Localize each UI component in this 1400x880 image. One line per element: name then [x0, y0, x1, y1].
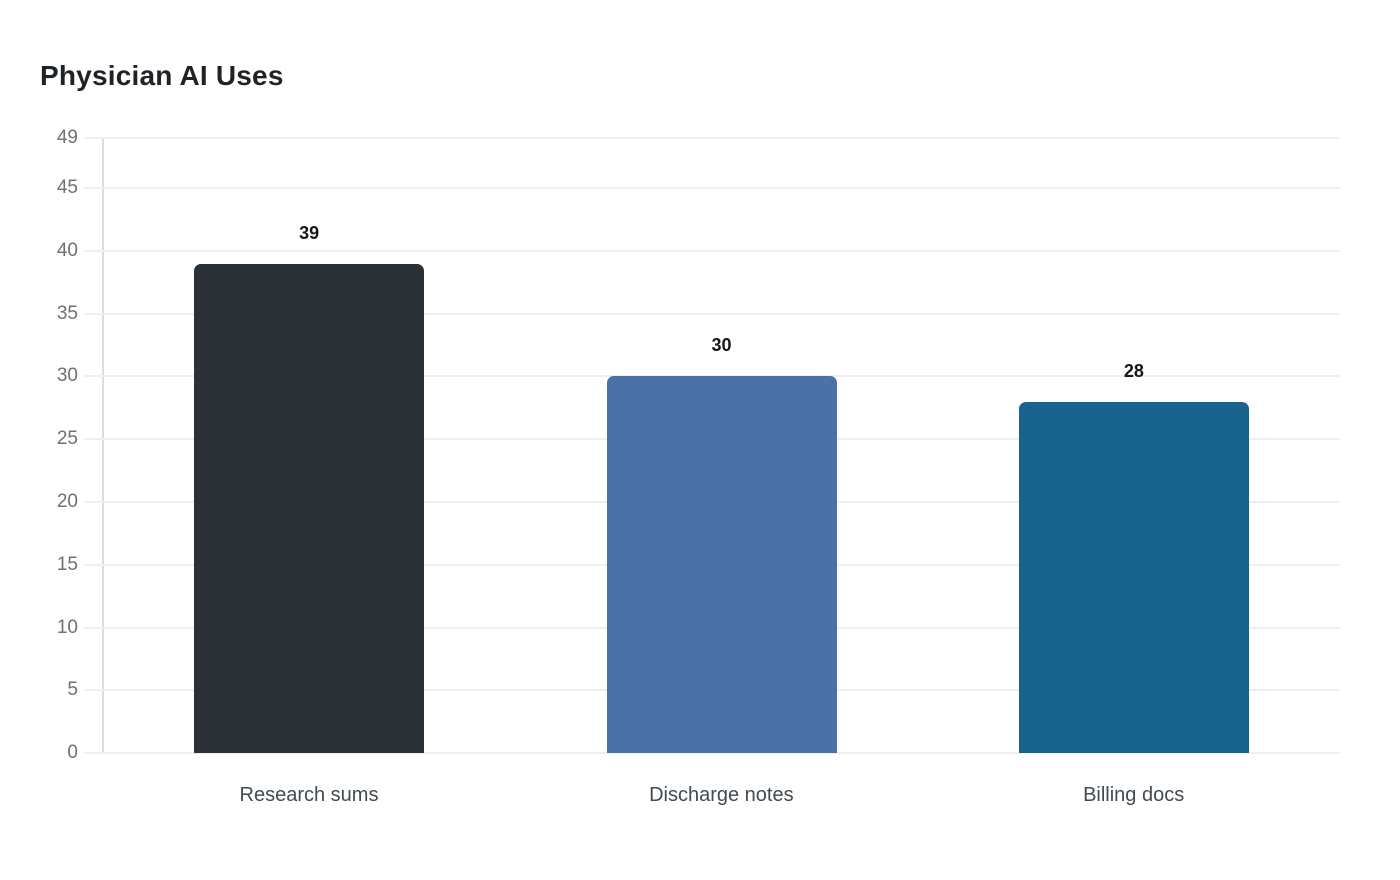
x-category-label: Discharge notes	[649, 784, 794, 806]
gridline-35	[84, 312, 1340, 315]
y-tick-label: 15	[56, 553, 78, 575]
y-tick-label: 5	[67, 679, 78, 701]
gridline-40	[84, 249, 1340, 252]
gridline-45	[84, 187, 1340, 190]
bar-value-label: 30	[711, 335, 732, 356]
y-tick-label: 40	[56, 239, 78, 261]
bar-discharge-notes	[606, 376, 837, 753]
y-axis-spine	[102, 138, 104, 754]
bar-value-label: 39	[299, 222, 320, 243]
y-tick-label: 25	[56, 428, 78, 450]
gridline-49	[84, 137, 1340, 139]
bar-research-sums	[194, 263, 425, 753]
y-tick-label: 45	[56, 177, 78, 199]
bar-billing-docs	[1018, 401, 1249, 753]
x-category-label: Billing docs	[1083, 784, 1185, 806]
y-tick-label: 35	[56, 302, 78, 324]
y-tick-label: 49	[56, 127, 78, 148]
y-tick-label: 10	[56, 616, 78, 638]
gridline-0	[84, 752, 1340, 754]
y-tick-label: 0	[67, 742, 78, 763]
y-tick-label: 20	[56, 490, 78, 512]
plot-area: 0 5 10 15 20 25 30 35 40 45 49 39 Research sums 30 Dis…	[57, 127, 1340, 806]
chart-title: Physician AI Uses	[40, 60, 284, 91]
y-tick-label: 30	[56, 365, 78, 387]
x-category-label: Research sums	[239, 784, 379, 806]
bar-value-label: 28	[1123, 360, 1144, 381]
